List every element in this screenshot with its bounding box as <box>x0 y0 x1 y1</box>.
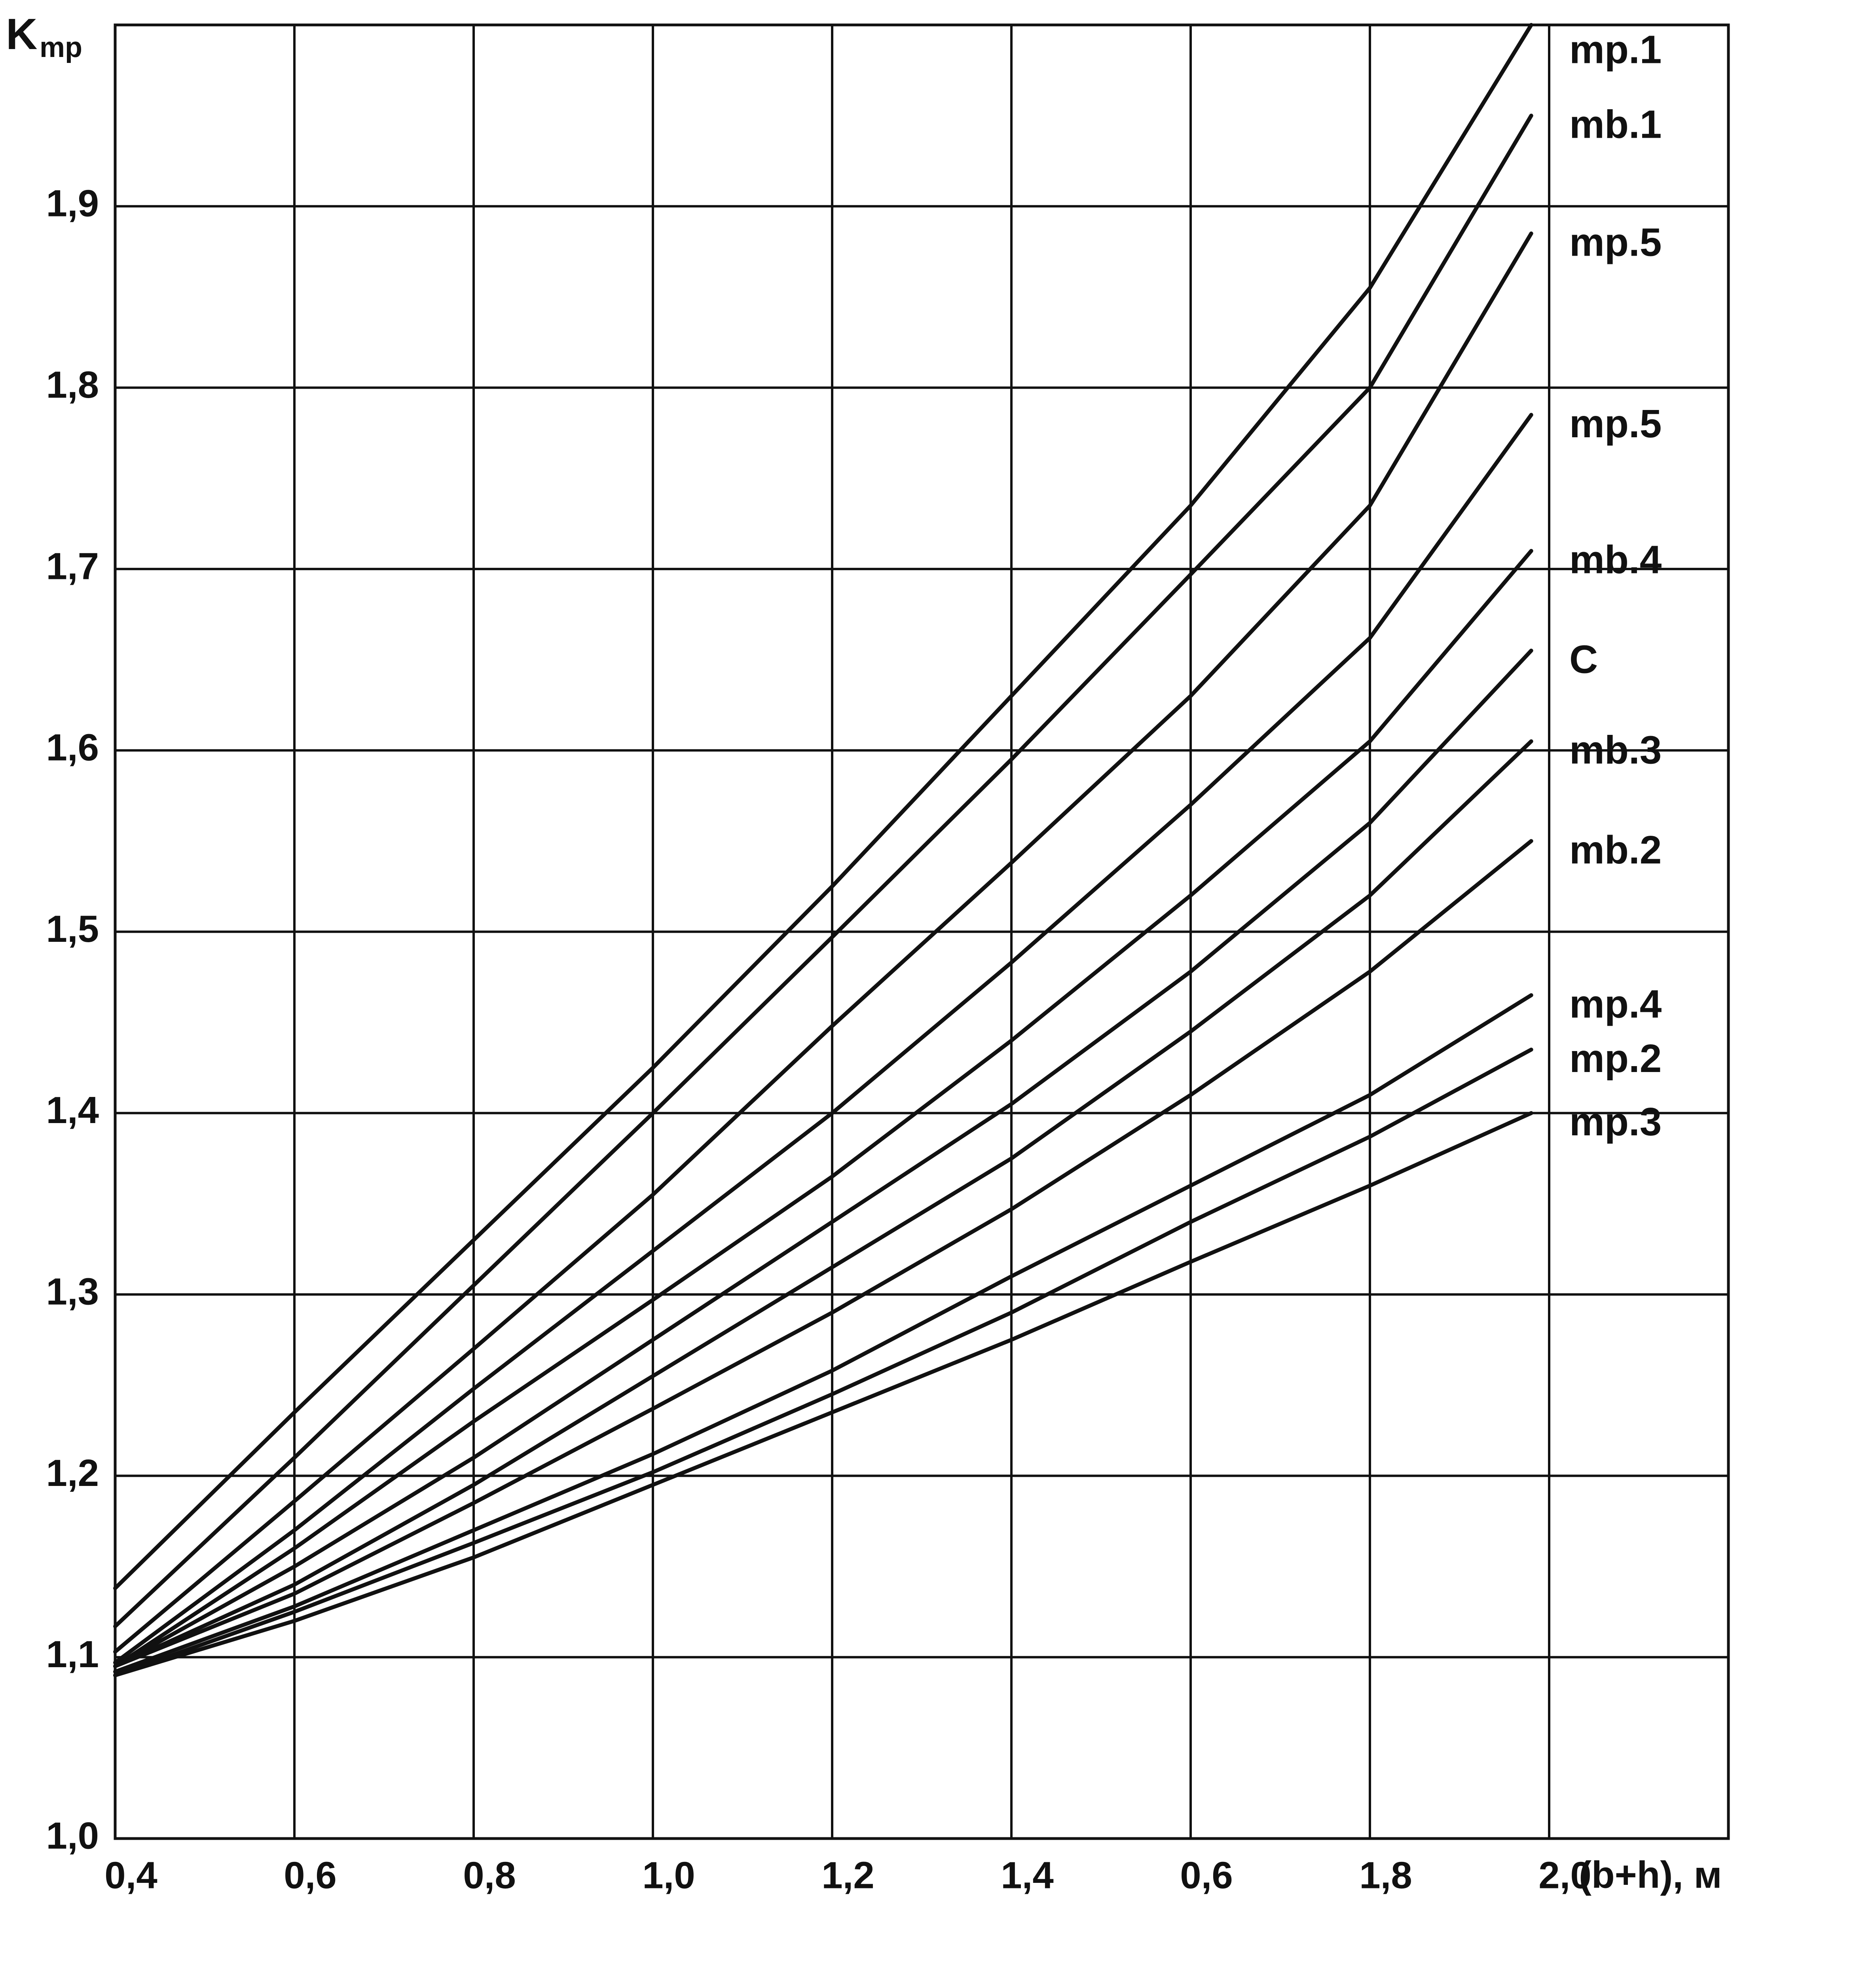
y-axis-label: K <box>6 10 37 59</box>
series-line <box>113 993 1533 1674</box>
series-line <box>113 739 1533 1668</box>
series-line <box>113 549 1533 1668</box>
legend-label: mb.1 <box>1569 102 1662 147</box>
series-line <box>113 413 1533 1665</box>
legend-label: C <box>1569 638 1598 682</box>
series-line <box>113 649 1533 1668</box>
series-line <box>113 839 1533 1668</box>
x-tick-label: 0,6 <box>1180 1854 1233 1896</box>
y-tick-label: 1,4 <box>46 1089 99 1131</box>
legend-label: mp.5 <box>1569 220 1662 264</box>
y-tick-label: 1,6 <box>46 727 99 769</box>
legend-label: mp.4 <box>1569 982 1662 1026</box>
series-line <box>113 114 1533 1628</box>
x-tick-label: 1,4 <box>1001 1854 1053 1896</box>
y-tick-label: 1,5 <box>46 908 99 950</box>
series-line <box>113 231 1533 1654</box>
y-tick-label: 1,9 <box>46 182 99 225</box>
y-axis-label-subscript: mp <box>40 32 82 63</box>
series-line <box>113 1047 1533 1677</box>
series-line <box>113 23 1533 1590</box>
x-tick-label: 1,0 <box>642 1854 695 1896</box>
x-tick-label: 0,4 <box>104 1854 157 1896</box>
legend-label: mp.3 <box>1569 1100 1662 1144</box>
legend-label: mb.4 <box>1569 537 1662 582</box>
legend-label: mb.3 <box>1569 728 1662 772</box>
x-tick-label: 0,6 <box>284 1854 336 1896</box>
y-tick-label: 1,3 <box>46 1270 99 1313</box>
x-tick-label: 2,0 <box>1538 1854 1591 1896</box>
series-line <box>113 1111 1533 1677</box>
legend-label: mp.1 <box>1569 27 1662 72</box>
legend-label: mp.5 <box>1569 402 1662 446</box>
y-tick-label: 1,2 <box>46 1452 99 1494</box>
y-tick-label: 1,7 <box>46 545 99 587</box>
y-tick-label: 1,0 <box>46 1814 99 1857</box>
y-tick-label: 1,8 <box>46 364 99 406</box>
plot-frame <box>114 23 1730 1840</box>
y-tick-label: 1,1 <box>46 1633 99 1675</box>
x-tick-label: 0,8 <box>463 1854 516 1896</box>
legend-label: mp.2 <box>1569 1036 1662 1081</box>
x-tick-label: 1,8 <box>1359 1854 1412 1896</box>
legend-label: mb.2 <box>1569 828 1662 872</box>
x-axis-label: (b+h), м <box>1579 1854 1722 1896</box>
x-tick-label: 1,2 <box>821 1854 874 1896</box>
